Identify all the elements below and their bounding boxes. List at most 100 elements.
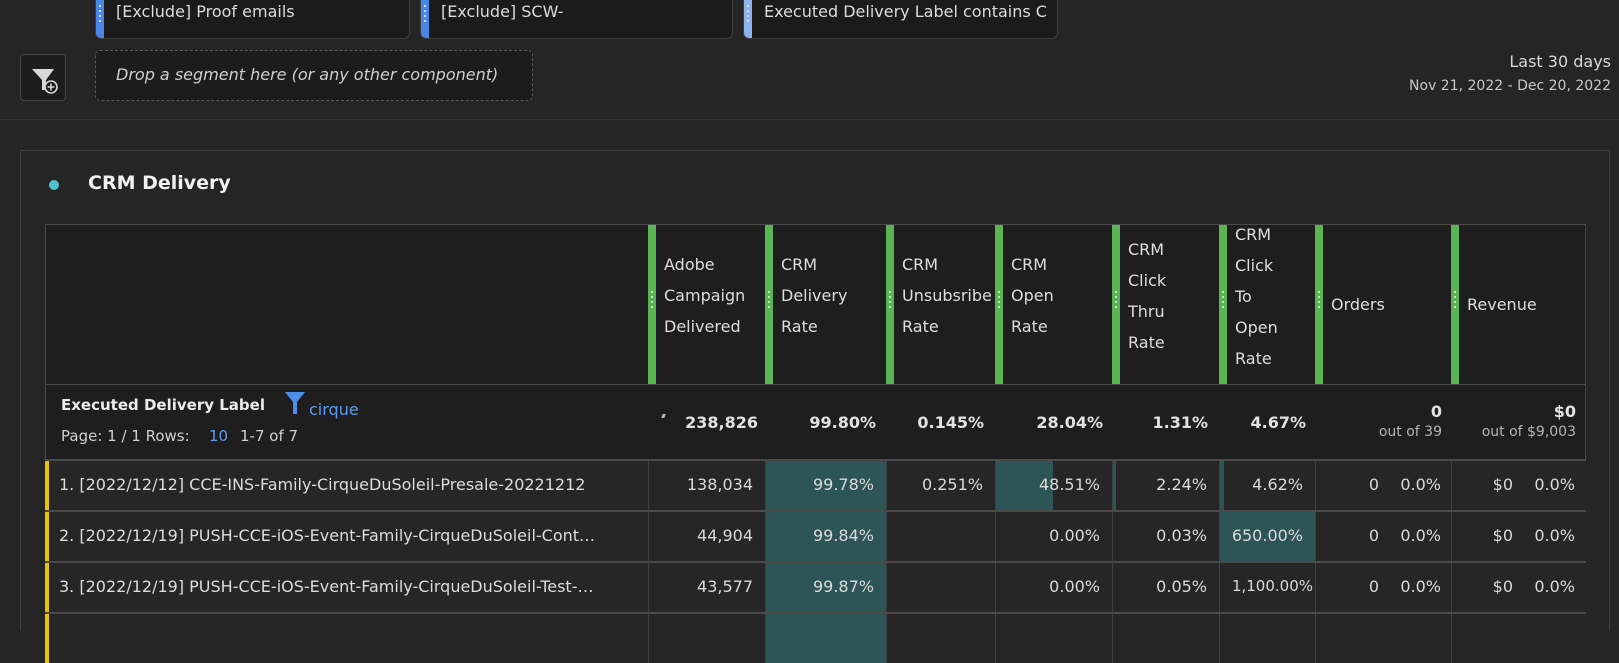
column-header-crm-delivery-rate[interactable]: CRM Delivery Rate (765, 225, 886, 384)
cell-orders: 0 0.0% (1315, 512, 1451, 561)
cell-value: 0.05% (1156, 577, 1207, 596)
segment-label: [Exclude] Proof emails (116, 2, 295, 21)
cell-open-rate (995, 614, 1112, 663)
drag-handle-icon[interactable] (744, 0, 752, 38)
cell-value: 650.00% (1231, 526, 1303, 545)
column-header-orders[interactable]: Orders (1315, 225, 1451, 384)
divider (0, 119, 1619, 120)
table-row[interactable]: 2. [2022/12/19] PUSH-CCE-iOS-Event-Famil… (45, 510, 1586, 561)
cell-value: 1,100.00% (1231, 577, 1313, 595)
total-ctr: 1.31% (1152, 413, 1208, 432)
cell-value: 138,034 (686, 475, 753, 494)
column-drag-handle-icon[interactable] (886, 225, 894, 384)
row-label[interactable]: 1. [2022/12/12] CCE-INS-Family-CirqueDuS… (59, 475, 586, 494)
column-label-line: To (1235, 287, 1252, 306)
cell-value: 0 (1368, 526, 1379, 545)
column-label-line: Open (1011, 286, 1054, 305)
cell-ctr (1112, 614, 1219, 663)
table-row[interactable] (45, 612, 1586, 663)
column-header-crm-open-rate[interactable]: CRM Open Rate (995, 225, 1112, 384)
cell-ctr: 0.05% (1112, 563, 1219, 612)
date-range-preset[interactable]: Last 30 days (1509, 52, 1611, 71)
cell-delivered (648, 614, 765, 663)
total-revenue: $0 (1553, 402, 1576, 421)
column-header-crm-unsubscribe-rate[interactable]: CRM Unsubsribe Rate (886, 225, 995, 384)
column-label-line: CRM (1011, 255, 1048, 274)
segment-chip-proof-emails[interactable]: [Exclude] Proof emails (95, 0, 410, 39)
table-row[interactable]: 1. [2022/12/12] CCE-INS-Family-CirqueDuS… (45, 459, 1586, 510)
segment-chip-scw[interactable]: [Exclude] SCW- (420, 0, 733, 39)
cell-revenue: $0 0.0% (1451, 563, 1585, 612)
column-drag-handle-icon[interactable] (1112, 225, 1120, 384)
cell-percent: 0.0% (1400, 526, 1441, 545)
column-drag-handle-icon[interactable] (1219, 225, 1227, 384)
column-drag-handle-icon[interactable] (648, 225, 656, 384)
cell-revenue (1451, 614, 1585, 663)
column-label-line: CRM (1235, 225, 1272, 244)
column-label-line: CRM (1128, 240, 1165, 259)
cell-value: 99.84% (812, 526, 874, 545)
row-range: 1-7 of 7 (240, 427, 299, 445)
column-header-crm-click-to-open-rate[interactable]: CRM Click To Open Rate (1219, 225, 1315, 384)
drag-handle-icon[interactable] (96, 0, 104, 38)
column-drag-handle-icon[interactable] (1451, 225, 1459, 384)
column-header-revenue[interactable]: Revenue (1451, 225, 1585, 384)
cell-ctor: 650.00% (1219, 512, 1315, 561)
column-drag-handle-icon[interactable] (1315, 225, 1323, 384)
column-drag-handle-icon[interactable] (765, 225, 773, 384)
cell-percent: 0.0% (1534, 577, 1575, 596)
add-segment-button[interactable] (20, 54, 66, 101)
column-header-crm-click-thru-rate[interactable]: CRM Click Thru Rate (1112, 225, 1219, 384)
cell-value: 99.78% (812, 475, 874, 494)
rows-per-page-select[interactable]: 10 (209, 427, 229, 445)
cell-value: 2.24% (1156, 475, 1207, 494)
row-highlight-bar (45, 512, 49, 561)
cell-percent: 0.0% (1400, 475, 1441, 494)
filter-icon[interactable] (284, 391, 306, 415)
panel-status-dot (49, 180, 59, 190)
cell-value: 0.00% (1049, 577, 1100, 596)
column-label-line: Delivery (781, 286, 848, 305)
dimension-header[interactable]: Executed Delivery Label (61, 396, 265, 414)
panel-title[interactable]: CRM Delivery (88, 172, 231, 194)
column-label-line: Rate (1011, 317, 1048, 336)
column-drag-handle-icon[interactable] (995, 225, 1003, 384)
column-label-line: CRM (781, 255, 818, 274)
open-rate-bar (996, 461, 1053, 510)
cell-delivery-rate: 99.87% (765, 563, 886, 612)
total-open-rate: 28.04% (1036, 413, 1103, 432)
date-range-dates[interactable]: Nov 21, 2022 - Dec 20, 2022 (1409, 78, 1611, 94)
cell-unsub-rate (886, 512, 995, 561)
segment-chip-executed-delivery-label[interactable]: Executed Delivery Label contains C (743, 0, 1058, 39)
total-delivery-rate: 99.80% (809, 413, 876, 432)
cell-value: 0.00% (1049, 526, 1100, 545)
cell-delivery-rate: 99.78% (765, 461, 886, 510)
row-label[interactable]: 2. [2022/12/19] PUSH-CCE-iOS-Event-Famil… (59, 526, 596, 545)
column-label-line: Adobe (664, 255, 715, 274)
segment-label: [Exclude] SCW- (441, 2, 564, 21)
ctor-bar (1220, 461, 1224, 510)
cell-ctor (1219, 614, 1315, 663)
cell-orders: 0 0.0% (1315, 563, 1451, 612)
cell-unsub-rate (886, 563, 995, 612)
segment-label: Executed Delivery Label contains C (764, 2, 1047, 21)
total-unsub-rate: 0.145% (917, 413, 984, 432)
table-row[interactable]: 3. [2022/12/19] PUSH-CCE-iOS-Event-Famil… (45, 561, 1586, 612)
cell-value: 4.62% (1252, 475, 1303, 494)
row-highlight-bar (45, 614, 49, 663)
drag-handle-icon[interactable] (421, 0, 429, 38)
column-header-adobe-campaign-delivered[interactable]: Adobe Campaign Delivered (648, 225, 765, 384)
dimension-filter-value[interactable]: cirque (309, 400, 359, 419)
cell-open-rate: 0.00% (995, 512, 1112, 561)
column-label-line: Click (1128, 271, 1167, 290)
ctr-bar (1113, 461, 1116, 510)
column-label-line: Delivered (664, 317, 741, 336)
cell-delivery-rate (765, 614, 886, 663)
cell-value: $0 (1492, 475, 1513, 494)
cell-unsub-rate (886, 614, 995, 663)
segment-drop-zone[interactable]: Drop a segment here (or any other compon… (95, 50, 533, 101)
cell-delivered: 43,577 (648, 563, 765, 612)
row-label[interactable]: 3. [2022/12/19] PUSH-CCE-iOS-Event-Famil… (59, 577, 594, 596)
column-label-line: Revenue (1467, 295, 1537, 314)
cell-value: 0.251% (921, 475, 983, 494)
